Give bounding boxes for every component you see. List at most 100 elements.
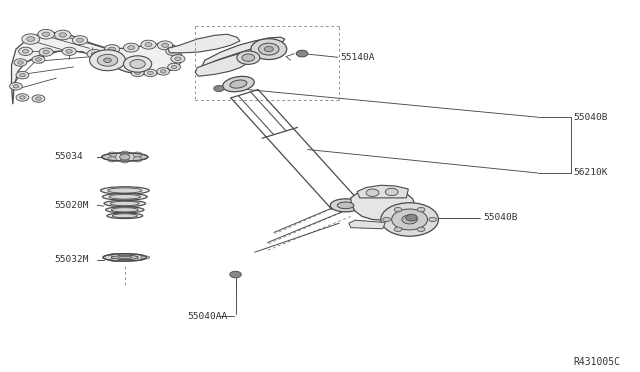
Circle shape [394,207,402,212]
Ellipse shape [102,153,148,161]
Circle shape [39,48,53,56]
Circle shape [237,51,260,64]
Circle shape [124,43,139,52]
Circle shape [147,71,153,74]
Circle shape [141,40,156,49]
Ellipse shape [112,214,138,218]
Circle shape [171,55,185,63]
Circle shape [135,71,141,74]
Circle shape [394,227,402,232]
Circle shape [417,207,425,212]
Circle shape [383,217,390,222]
Text: 55040B: 55040B [483,213,518,222]
Circle shape [120,154,130,160]
Circle shape [20,74,26,77]
Circle shape [35,97,41,100]
Circle shape [230,271,241,278]
Circle shape [144,69,157,77]
Circle shape [22,34,40,44]
Ellipse shape [223,76,254,92]
Text: 55034: 55034 [54,153,83,161]
Ellipse shape [110,201,140,206]
Circle shape [251,39,287,60]
Circle shape [20,96,26,99]
Circle shape [108,152,116,157]
Circle shape [417,227,425,232]
Circle shape [43,50,49,54]
Circle shape [59,33,67,37]
Circle shape [32,95,45,102]
Text: 55140A: 55140A [340,53,375,62]
Polygon shape [202,37,285,67]
Circle shape [296,50,308,57]
Ellipse shape [111,255,138,260]
Circle shape [16,71,29,79]
Circle shape [130,60,145,68]
Circle shape [366,189,379,196]
Circle shape [429,217,436,222]
Circle shape [14,59,27,66]
Circle shape [27,37,35,41]
Circle shape [385,188,398,196]
Text: 56210K: 56210K [573,169,607,177]
Circle shape [32,56,45,63]
Polygon shape [168,34,240,53]
Circle shape [10,83,22,90]
Circle shape [133,157,142,162]
Circle shape [104,45,120,54]
Circle shape [97,54,118,66]
Ellipse shape [109,195,141,199]
Circle shape [242,54,255,61]
Circle shape [406,214,417,221]
Circle shape [128,46,134,49]
Text: 55040AA: 55040AA [187,312,227,321]
Polygon shape [195,53,253,76]
Ellipse shape [141,256,150,259]
Ellipse shape [103,254,147,261]
Circle shape [120,151,129,156]
Ellipse shape [118,256,132,259]
Polygon shape [351,187,415,220]
Circle shape [392,209,428,230]
Circle shape [381,203,438,236]
Circle shape [259,43,279,55]
Circle shape [77,38,83,42]
Ellipse shape [337,202,354,209]
Polygon shape [349,220,385,229]
Ellipse shape [111,208,138,212]
Circle shape [402,215,417,224]
Ellipse shape [330,199,361,212]
Ellipse shape [230,80,247,88]
Ellipse shape [110,253,119,256]
Ellipse shape [102,193,147,200]
Polygon shape [12,33,182,104]
Circle shape [90,50,125,71]
Circle shape [66,49,72,53]
Circle shape [157,41,173,50]
Circle shape [160,70,166,73]
Ellipse shape [107,213,143,218]
Circle shape [108,157,116,162]
Polygon shape [357,185,408,198]
Ellipse shape [104,200,146,207]
Ellipse shape [110,259,119,262]
Circle shape [120,158,129,163]
Ellipse shape [108,188,142,193]
Circle shape [172,65,177,68]
Circle shape [138,154,147,160]
Circle shape [38,29,54,39]
Circle shape [18,61,23,64]
Circle shape [124,56,152,72]
Circle shape [131,69,144,77]
Circle shape [166,47,180,55]
Circle shape [13,84,19,88]
Circle shape [109,47,115,51]
Circle shape [104,58,111,62]
Circle shape [133,152,142,157]
Circle shape [35,58,41,61]
Circle shape [157,68,170,75]
Circle shape [62,47,76,55]
Text: 55020M: 55020M [54,201,89,210]
Ellipse shape [106,207,144,213]
Circle shape [264,46,273,52]
